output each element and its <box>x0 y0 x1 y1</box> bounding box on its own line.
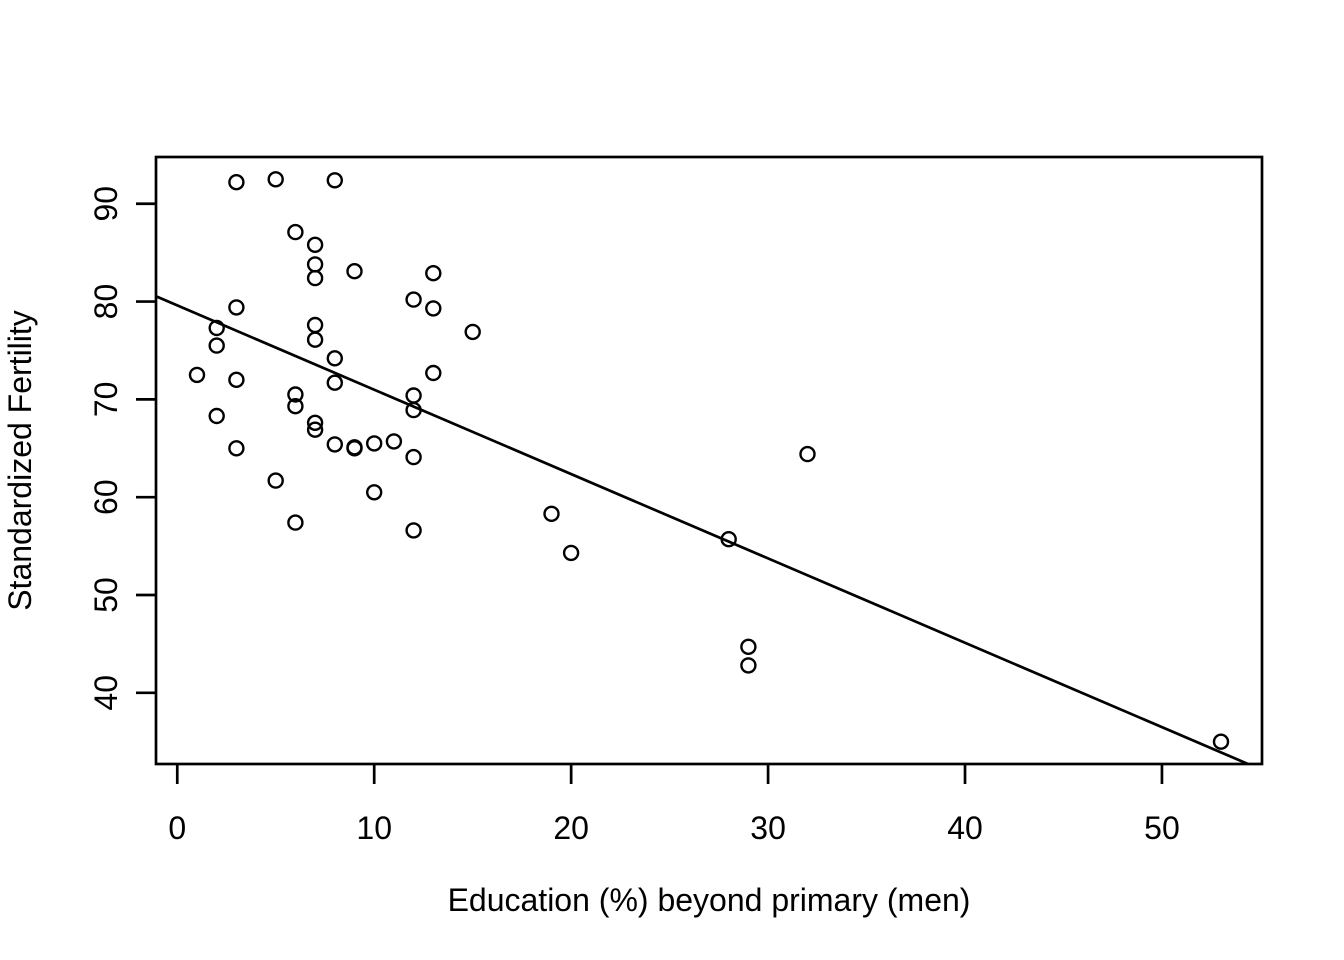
x-tick-label: 30 <box>750 810 786 846</box>
data-point <box>405 291 422 308</box>
x-tick-label: 0 <box>168 810 186 846</box>
data-point <box>228 440 245 457</box>
data-point <box>306 414 324 431</box>
data-point <box>188 366 206 384</box>
data-point <box>287 223 304 241</box>
x-tick-label: 10 <box>356 810 392 846</box>
data-point <box>306 269 324 287</box>
data-point <box>267 171 284 188</box>
data-point <box>208 337 225 354</box>
data-point <box>306 236 324 254</box>
data-point <box>306 316 324 334</box>
x-tick-label: 40 <box>947 810 983 846</box>
data-point <box>287 386 304 403</box>
data-point <box>720 531 737 548</box>
data-point <box>208 319 225 337</box>
data-point <box>346 440 363 457</box>
data-point <box>405 448 422 466</box>
data-point <box>405 522 422 539</box>
data-point <box>366 435 383 452</box>
data-point <box>228 173 245 191</box>
data-points <box>188 171 1230 750</box>
data-point <box>425 364 442 382</box>
x-tick-label: 20 <box>553 810 589 846</box>
y-tick-label: 50 <box>88 577 124 613</box>
data-point <box>208 407 225 425</box>
data-point <box>740 657 757 674</box>
data-point <box>228 371 245 388</box>
data-point <box>385 433 403 450</box>
data-point <box>464 323 481 341</box>
y-tick-label: 90 <box>88 186 124 222</box>
data-point <box>326 436 343 453</box>
data-point <box>425 300 442 317</box>
data-point <box>306 331 324 348</box>
y-tick-label: 40 <box>88 675 124 711</box>
regression-line <box>156 295 1252 764</box>
data-point <box>562 544 580 562</box>
y-axis: 40 50 60 70 80 90 <box>88 186 156 711</box>
data-point <box>425 265 442 282</box>
data-point <box>543 505 560 522</box>
y-tick-label: 80 <box>88 284 124 320</box>
x-axis: 0 10 20 30 40 50 <box>168 764 1180 846</box>
data-point <box>287 398 304 415</box>
data-point <box>405 387 422 404</box>
x-axis-title: Education (%) beyond primary (men) <box>448 882 971 918</box>
data-point <box>1212 733 1230 750</box>
data-point <box>346 263 363 280</box>
y-tick-label: 60 <box>88 479 124 515</box>
x-tick-label: 50 <box>1144 810 1180 846</box>
data-point <box>740 638 757 655</box>
data-point <box>228 299 245 316</box>
y-tick-label: 70 <box>88 382 124 418</box>
data-point <box>326 172 343 189</box>
data-point <box>306 256 324 273</box>
y-axis-title: Standardized Fertility <box>2 310 38 611</box>
data-point <box>306 421 324 438</box>
data-point <box>326 350 343 367</box>
data-point <box>326 374 343 391</box>
data-point <box>267 472 284 489</box>
data-point <box>287 514 304 531</box>
data-point <box>366 484 383 501</box>
data-point <box>799 445 816 463</box>
plot-box <box>154 155 1264 766</box>
